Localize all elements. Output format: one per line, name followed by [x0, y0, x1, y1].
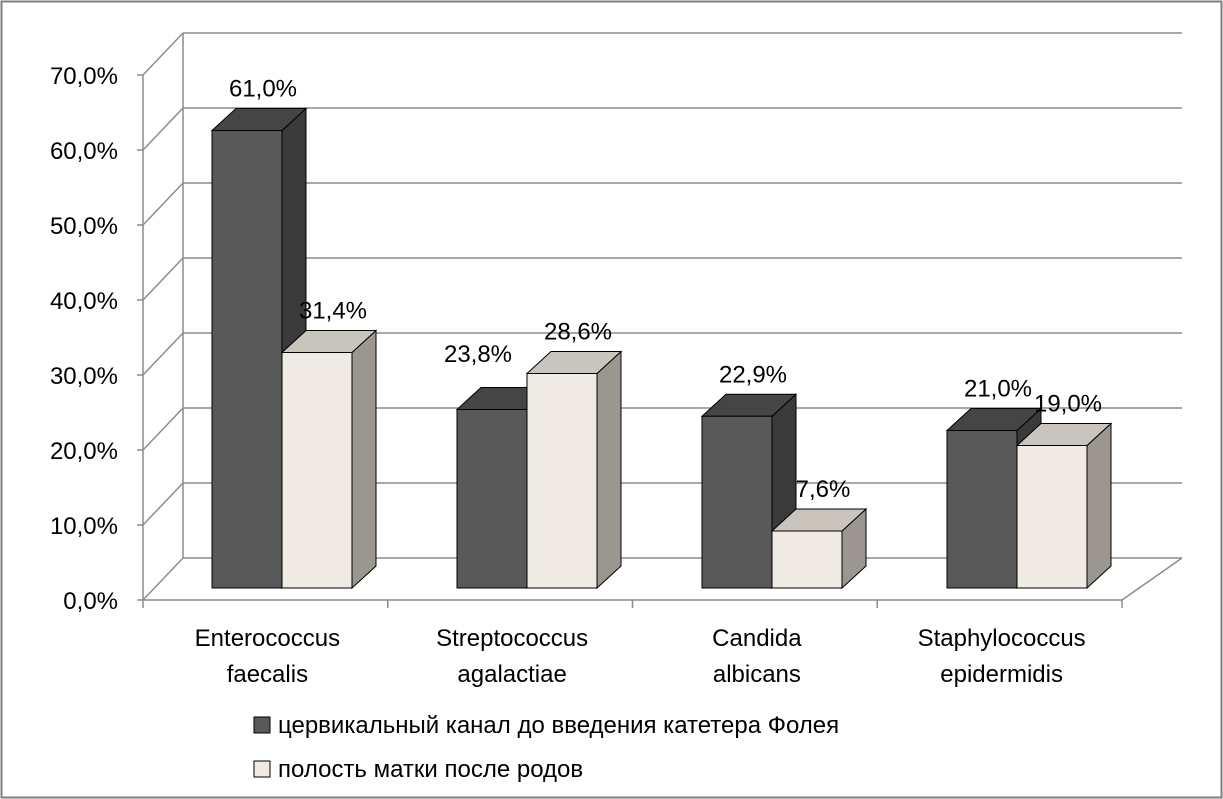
- y-tick-label: 60,0%: [50, 138, 118, 165]
- bar-side-face: [596, 350, 622, 590]
- bar-front-face: [456, 409, 528, 589]
- gridline-diagonal: [142, 32, 184, 76]
- axes: 0,0% 10,0% 20,0% 30,0% 40,0% 50,0% 60,0% 70,0%: [50, 63, 1183, 615]
- category-label: epidermidis: [940, 661, 1063, 688]
- category-label: albicans: [713, 661, 801, 688]
- category-label: Staphylococcus: [918, 625, 1086, 652]
- y-tick-label: 10,0%: [50, 513, 118, 540]
- data-label: 28,6%: [544, 319, 612, 346]
- data-labels: 61,0% 31,4% 28,6% 22,9% 7,6% 21,0%19,0% 23,8%: [229, 76, 1102, 504]
- gridline-diagonal: [142, 407, 184, 451]
- bar-side-face: [351, 329, 377, 590]
- bar-uterine: [525, 350, 623, 590]
- data-label: 23,8%: [444, 341, 512, 368]
- gridline-diagonal: [142, 107, 184, 151]
- gridline-diagonal: [142, 557, 184, 601]
- data-label: 7,6%: [796, 476, 851, 503]
- bar-front-face: [771, 530, 843, 589]
- y-tick-label: 40,0%: [50, 288, 118, 315]
- bar-front-face: [211, 130, 283, 589]
- legend-swatch: [253, 760, 271, 778]
- bar-front-face: [946, 430, 1018, 589]
- bar-uterine: [770, 507, 868, 590]
- y-tick-label: 70,0%: [50, 63, 118, 90]
- legend: цервикальный канал до введения катетера …: [253, 712, 839, 783]
- bar-front-face: [526, 373, 598, 589]
- bar-uterine: [280, 329, 378, 590]
- bars: [210, 107, 1113, 590]
- legend-label: полость матки после родов: [278, 756, 583, 783]
- gridline-diagonal: [142, 182, 184, 226]
- y-tick-label: 20,0%: [50, 438, 118, 465]
- category-label: faecalis: [227, 661, 308, 688]
- bar-front-face: [281, 352, 353, 589]
- gridline-diagonal: [142, 482, 184, 526]
- floor-edge: [1121, 557, 1183, 601]
- bar-side-face: [1086, 422, 1112, 590]
- data-label: 31,4%: [299, 298, 367, 325]
- legend-swatch: [253, 716, 271, 734]
- y-tick-label: 0,0%: [63, 588, 118, 615]
- category-label: agalactiae: [457, 661, 566, 688]
- bar-uterine: [1015, 422, 1113, 590]
- legend-label: цервикальный канал до введения катетера …: [278, 712, 839, 739]
- category-label: Streptococcus: [436, 625, 588, 652]
- y-tick-label: 30,0%: [50, 363, 118, 390]
- gridline-diagonal: [142, 332, 184, 376]
- category-label: Enterococcus: [195, 625, 340, 652]
- data-label: 22,9%: [719, 361, 787, 388]
- data-label: 19,0%: [1034, 391, 1102, 418]
- bar-front-face: [701, 415, 773, 589]
- y-tick-label: 50,0%: [50, 213, 118, 240]
- gridline-diagonal: [142, 257, 184, 301]
- category-label: Candida: [712, 625, 802, 652]
- bar-front-face: [1016, 445, 1088, 589]
- data-label: 61,0%: [229, 76, 297, 103]
- category-labels: Enterococcus faecalis Streptococcus agalact…: [195, 625, 1086, 688]
- data-label: 21,0%: [964, 376, 1032, 403]
